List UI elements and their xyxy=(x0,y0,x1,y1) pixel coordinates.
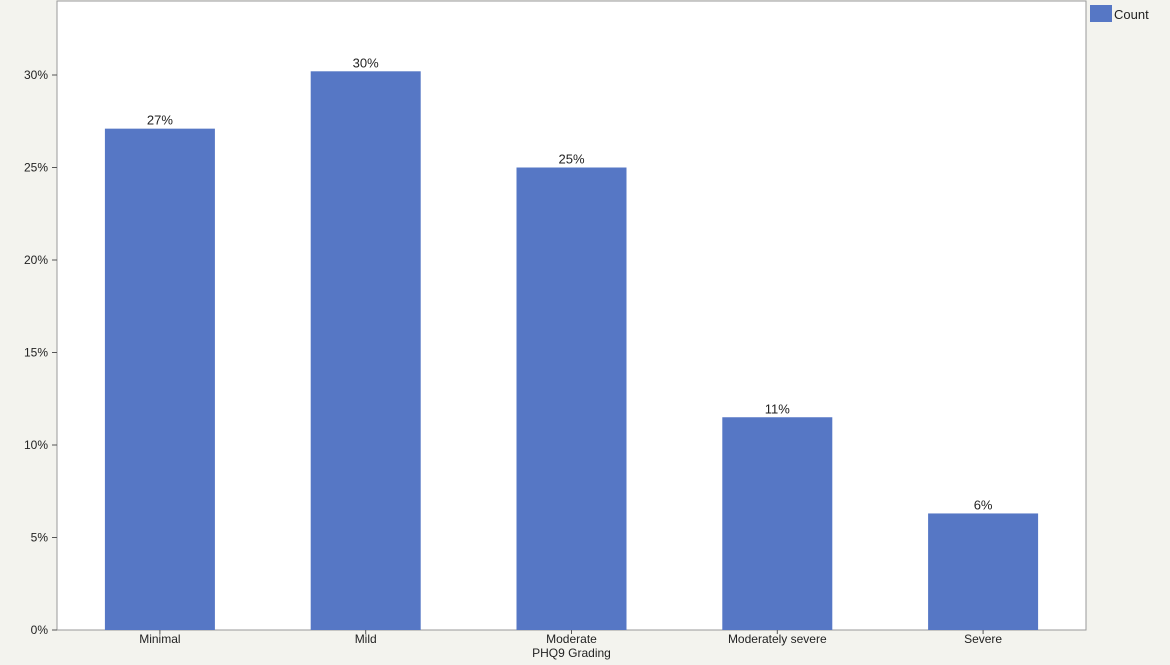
data-label: 11% xyxy=(765,401,790,416)
y-axis: 0% 5% 10% 15% 20% 25% 30% xyxy=(24,68,57,637)
y-tick-label: 0% xyxy=(31,623,49,637)
data-label: 30% xyxy=(353,55,379,70)
x-tick-label: Moderate xyxy=(546,632,597,646)
y-tick-label: 25% xyxy=(24,161,48,175)
x-axis-title: PHQ9 Grading xyxy=(532,646,611,660)
legend-label: Count xyxy=(1114,7,1149,22)
data-label: 6% xyxy=(974,497,993,512)
x-tick-label: Moderately severe xyxy=(728,632,827,646)
legend: Count xyxy=(1090,5,1149,22)
bar xyxy=(722,417,833,630)
y-tick-label: 20% xyxy=(24,253,48,267)
bar xyxy=(516,167,627,630)
y-tick-label: 15% xyxy=(24,346,48,360)
bar xyxy=(310,71,421,631)
bar xyxy=(104,128,215,630)
data-label: 27% xyxy=(147,113,173,128)
data-label: 25% xyxy=(558,152,584,167)
x-tick-label: Mild xyxy=(355,632,377,646)
x-tick-label: Minimal xyxy=(139,632,180,646)
x-tick-label: Severe xyxy=(964,632,1002,646)
bar-series: 27% 30% 25% 11% 6% xyxy=(104,55,1039,631)
y-tick-label: 5% xyxy=(31,531,49,545)
y-tick-label: 10% xyxy=(24,438,48,452)
bar xyxy=(928,513,1039,630)
y-tick-label: 30% xyxy=(24,68,48,82)
legend-swatch xyxy=(1090,5,1112,22)
x-axis: Minimal Mild Moderate Moderately severe Seve… xyxy=(139,630,1002,646)
